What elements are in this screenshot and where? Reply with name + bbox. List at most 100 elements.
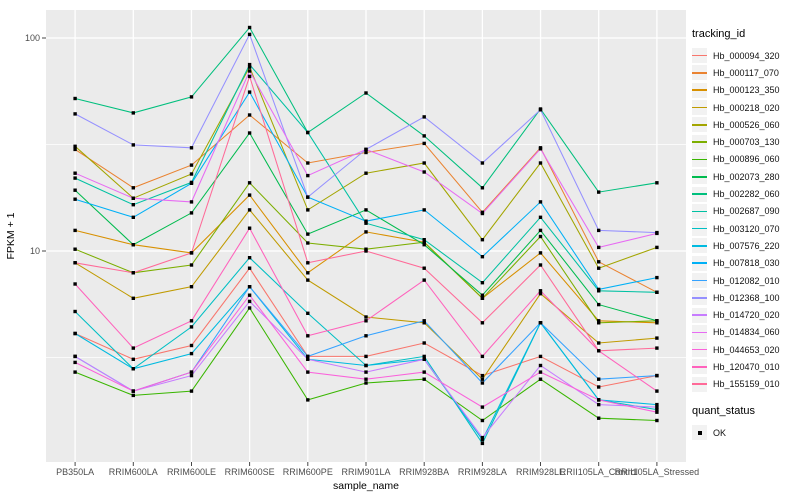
data-point xyxy=(422,377,426,381)
data-point xyxy=(73,331,77,336)
data-point xyxy=(422,141,426,146)
data-point xyxy=(73,309,77,314)
data-point xyxy=(364,319,368,323)
data-point xyxy=(597,287,601,292)
data-point xyxy=(597,377,601,381)
legend-item-label: Hb_000703_130 xyxy=(713,137,780,148)
legend-item-Hb_155159_010: Hb_155159_010 xyxy=(692,376,798,393)
data-point xyxy=(422,170,426,174)
data-point xyxy=(189,373,194,378)
data-point xyxy=(597,245,601,250)
legend-item-label: Hb_000117_070 xyxy=(713,67,779,78)
legend-item-Hb_007576_220: Hb_007576_220 xyxy=(692,237,798,254)
legend-item-label: Hb_000123_350 xyxy=(713,85,780,96)
data-point xyxy=(189,389,194,393)
data-point xyxy=(189,95,194,99)
legend-key-swatch xyxy=(692,324,707,340)
data-point xyxy=(597,385,601,389)
data-point xyxy=(538,234,543,239)
data-point xyxy=(189,200,194,204)
data-point xyxy=(597,302,601,307)
legend-key-line-icon xyxy=(692,262,707,264)
data-point xyxy=(480,418,485,423)
data-point xyxy=(189,172,194,176)
data-point xyxy=(364,221,368,225)
data-point xyxy=(306,232,310,236)
data-point xyxy=(480,377,485,381)
legend-item-label: Hb_120470_010 xyxy=(713,361,780,372)
legend-key-swatch xyxy=(692,65,707,81)
legend-item-Hb_000218_020: Hb_000218_020 xyxy=(692,99,798,116)
legend-key-line-icon xyxy=(692,89,707,92)
data-point xyxy=(247,193,252,197)
data-point xyxy=(131,143,135,147)
legend-item-Hb_002687_090: Hb_002687_090 xyxy=(692,203,798,220)
data-point xyxy=(306,398,310,402)
data-point xyxy=(480,255,485,259)
data-point xyxy=(189,181,194,185)
legend-key-swatch xyxy=(692,117,707,133)
data-point xyxy=(422,319,426,323)
series-points xyxy=(73,25,659,446)
data-point xyxy=(189,163,194,167)
legend-item-Hb_014834_060: Hb_014834_060 xyxy=(692,324,798,341)
data-point xyxy=(131,346,135,350)
data-point xyxy=(655,373,659,378)
data-point xyxy=(131,393,135,398)
data-point xyxy=(655,290,659,294)
data-point xyxy=(480,441,485,446)
legend-key-swatch xyxy=(692,151,707,167)
data-point xyxy=(480,321,485,325)
data-point xyxy=(480,381,485,385)
legend-item-Hb_002073_280: Hb_002073_280 xyxy=(692,168,798,185)
x-tick-label: PB350LA xyxy=(56,467,94,477)
data-point xyxy=(364,363,368,368)
quant-ok-key xyxy=(692,425,707,441)
data-point xyxy=(480,161,485,165)
data-point xyxy=(131,243,135,247)
legend-item-Hb_044653_020: Hb_044653_020 xyxy=(692,341,798,358)
data-point xyxy=(73,188,77,192)
data-point xyxy=(306,161,310,165)
data-point xyxy=(306,311,310,315)
data-point xyxy=(364,147,368,152)
legend-key-line-icon xyxy=(692,331,707,334)
data-point xyxy=(189,319,194,323)
data-point xyxy=(364,370,368,374)
legend-item-label: Hb_012082_010 xyxy=(713,275,780,286)
data-point xyxy=(597,341,601,345)
data-point xyxy=(247,62,252,67)
data-point xyxy=(422,208,426,212)
data-point xyxy=(597,321,601,325)
data-point xyxy=(247,226,252,230)
data-point xyxy=(422,115,426,119)
legend-key-swatch xyxy=(692,307,707,323)
axis-tick-marks xyxy=(42,37,658,466)
data-point xyxy=(73,370,77,374)
data-point xyxy=(597,398,601,402)
data-point xyxy=(538,370,543,374)
data-point xyxy=(73,144,77,148)
data-point xyxy=(364,247,368,251)
legend-item-Hb_120470_010: Hb_120470_010 xyxy=(692,358,798,375)
data-point xyxy=(538,363,543,368)
data-point xyxy=(247,208,252,212)
legend-item-Hb_000117_070: Hb_000117_070 xyxy=(692,64,798,81)
legend-item-Hb_000094_320: Hb_000094_320 xyxy=(692,47,798,64)
data-point xyxy=(73,147,77,152)
data-point xyxy=(655,346,659,350)
data-point xyxy=(538,377,543,381)
legend-item-ok: OK xyxy=(692,424,798,441)
data-point xyxy=(131,357,135,361)
legend-key-swatch xyxy=(692,186,707,202)
data-point xyxy=(73,96,77,101)
data-point xyxy=(422,341,426,345)
legend-key-swatch xyxy=(692,100,707,116)
data-point xyxy=(364,91,368,95)
legend-key-line-icon xyxy=(692,279,707,282)
data-point xyxy=(131,367,135,371)
data-point xyxy=(73,360,77,365)
data-point xyxy=(306,370,310,374)
legend-item-label: OK xyxy=(713,427,727,438)
